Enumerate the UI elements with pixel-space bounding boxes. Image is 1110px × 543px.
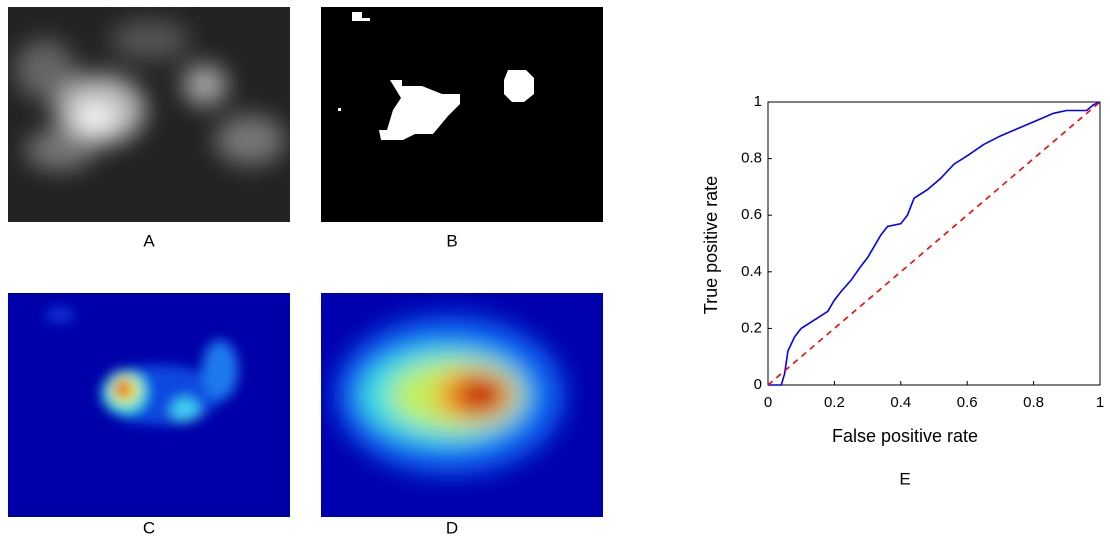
roc-line [768,101,1101,386]
panel-label: C [143,518,155,537]
panel-label: D [446,518,458,537]
y-axis-label: True positive rate [701,176,721,314]
y-tick-label: 0 [754,376,762,393]
y-tick-label: 0.8 [741,150,762,167]
x-axis-label: False positive rate [832,426,978,446]
image-a [8,7,290,222]
x-tick-label: 0 [764,394,772,411]
x-tick-label: 0.4 [890,394,911,411]
x-tick-label: 0.2 [824,394,845,411]
y-tick-label: 0.6 [741,206,762,223]
image-d [321,293,603,517]
roc-line [767,101,1101,386]
y-tick-label: 0.2 [741,319,762,336]
y-tick-label: 0.4 [741,263,762,280]
x-tick-label: 0.6 [957,394,978,411]
y-tick-label: 1 [754,93,762,110]
panel-label: A [143,231,155,250]
panel-label: B [446,231,457,250]
image-c [8,293,290,517]
x-tick-label: 1 [1096,394,1104,411]
image-b [321,7,603,222]
chart-caption: E [899,469,910,488]
plot-frame [767,101,1101,386]
x-tick-label: 0.8 [1023,394,1044,411]
